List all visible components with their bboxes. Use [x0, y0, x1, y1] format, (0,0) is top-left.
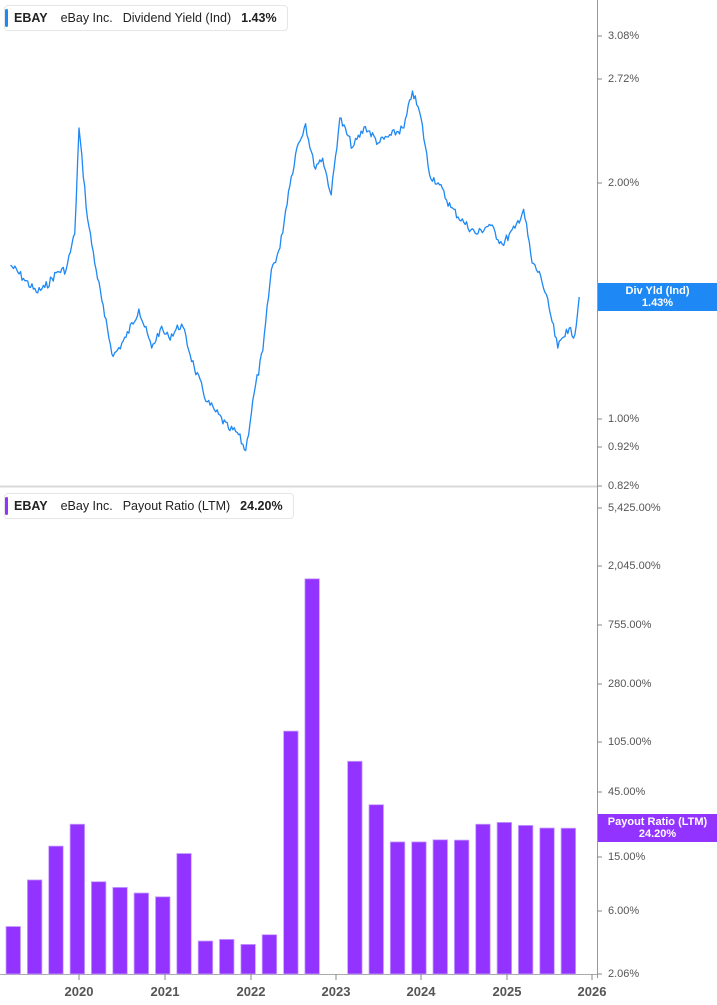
legend-ticker: EBAY: [14, 11, 48, 25]
legend-company: eBay Inc.: [60, 499, 113, 513]
legend-color-swatch: [5, 9, 8, 27]
payout-bar: [475, 823, 491, 975]
legend-ticker: EBAY: [14, 499, 48, 513]
current-value-tag: Payout Ratio (LTM) 24.20%: [598, 814, 717, 842]
payout-bar: [389, 841, 406, 975]
payout-bar: [48, 845, 64, 975]
x-axis-ticks: [78, 974, 593, 980]
y-tick-label: 0.82%: [608, 480, 640, 492]
payout-bar: [518, 824, 534, 975]
legend-value: 1.43%: [241, 11, 277, 25]
y-axis-ticks: [597, 35, 602, 487]
tag-label: Payout Ratio (LTM): [607, 816, 708, 828]
payout-bar: [411, 841, 427, 975]
y-tick-label: 15.00%: [608, 851, 646, 863]
y-tick-label: 1.00%: [608, 413, 640, 425]
payout-bar: [219, 938, 235, 975]
y-tick-label: 2,045.00%: [608, 560, 661, 572]
x-tick-label: 2024: [406, 984, 436, 999]
tag-value: 24.20%: [638, 828, 677, 840]
y-tick-label: 45.00%: [608, 786, 646, 798]
y-tick-label: 2.00%: [608, 177, 640, 189]
payout-bar: [560, 827, 576, 975]
payout-bar: [347, 760, 363, 975]
payout-bar: [496, 821, 513, 975]
legend-metric: Dividend Yield (Ind): [122, 11, 232, 25]
dividend-yield-line: [10, 90, 580, 452]
payout-bar: [91, 881, 107, 975]
payout-bars: [5, 578, 576, 975]
payout-bar: [368, 804, 384, 975]
payout-bar: [539, 827, 555, 975]
payout-bar: [240, 943, 256, 975]
payout-bar: [26, 879, 43, 975]
x-tick-label: 2023: [321, 984, 351, 999]
y-tick-label: 0.92%: [608, 441, 640, 453]
x-tick-label: 2026: [577, 984, 607, 999]
payout-bar: [176, 853, 192, 975]
payout-bar: [112, 886, 128, 975]
payout-bar: [432, 839, 448, 975]
y-tick-label: 2.06%: [608, 968, 640, 980]
payout-bar: [304, 578, 320, 975]
tag-value: 1.43%: [641, 297, 674, 309]
payout-ratio-panel: EBAY eBay Inc. Payout Ratio (LTM) 24.20%…: [0, 488, 717, 1005]
payout-bar: [69, 823, 85, 975]
payout-bar: [155, 896, 171, 975]
y-tick-label: 6.00%: [608, 905, 640, 917]
legend-dividend-yield[interactable]: EBAY eBay Inc. Dividend Yield (Ind) 1.43…: [4, 5, 288, 31]
y-tick-label: 280.00%: [608, 678, 652, 690]
x-tick-label: 2020: [64, 984, 94, 999]
payout-bar: [133, 892, 150, 975]
y-tick-label: 2.72%: [608, 73, 640, 85]
tag-label: Div Yld (Ind): [625, 285, 690, 297]
y-tick-label: 105.00%: [608, 736, 652, 748]
payout-bar: [453, 839, 470, 975]
payout-bar: [197, 940, 214, 975]
legend-color-swatch: [5, 497, 8, 515]
payout-ratio-bar-chart: [0, 488, 602, 980]
payout-bar: [261, 934, 278, 975]
y-tick-label: 755.00%: [608, 619, 652, 631]
x-tick-label: 2025: [492, 984, 522, 999]
y-axis-ticks: [597, 507, 602, 975]
payout-bar: [283, 730, 299, 975]
current-value-tag: Div Yld (Ind) 1.43%: [598, 283, 717, 311]
dividend-yield-line-chart: [0, 0, 602, 488]
y-tick-label: 3.08%: [608, 30, 640, 42]
payout-bar: [5, 926, 21, 975]
legend-payout-ratio[interactable]: EBAY eBay Inc. Payout Ratio (LTM) 24.20%: [4, 493, 294, 519]
x-tick-label: 2021: [150, 984, 180, 999]
x-tick-label: 2022: [236, 984, 266, 999]
legend-company: eBay Inc.: [60, 11, 113, 25]
legend-metric: Payout Ratio (LTM): [122, 499, 231, 513]
dividend-yield-panel: EBAY eBay Inc. Dividend Yield (Ind) 1.43…: [0, 0, 717, 492]
y-tick-label: 5,425.00%: [608, 502, 661, 514]
legend-value: 24.20%: [240, 499, 283, 513]
